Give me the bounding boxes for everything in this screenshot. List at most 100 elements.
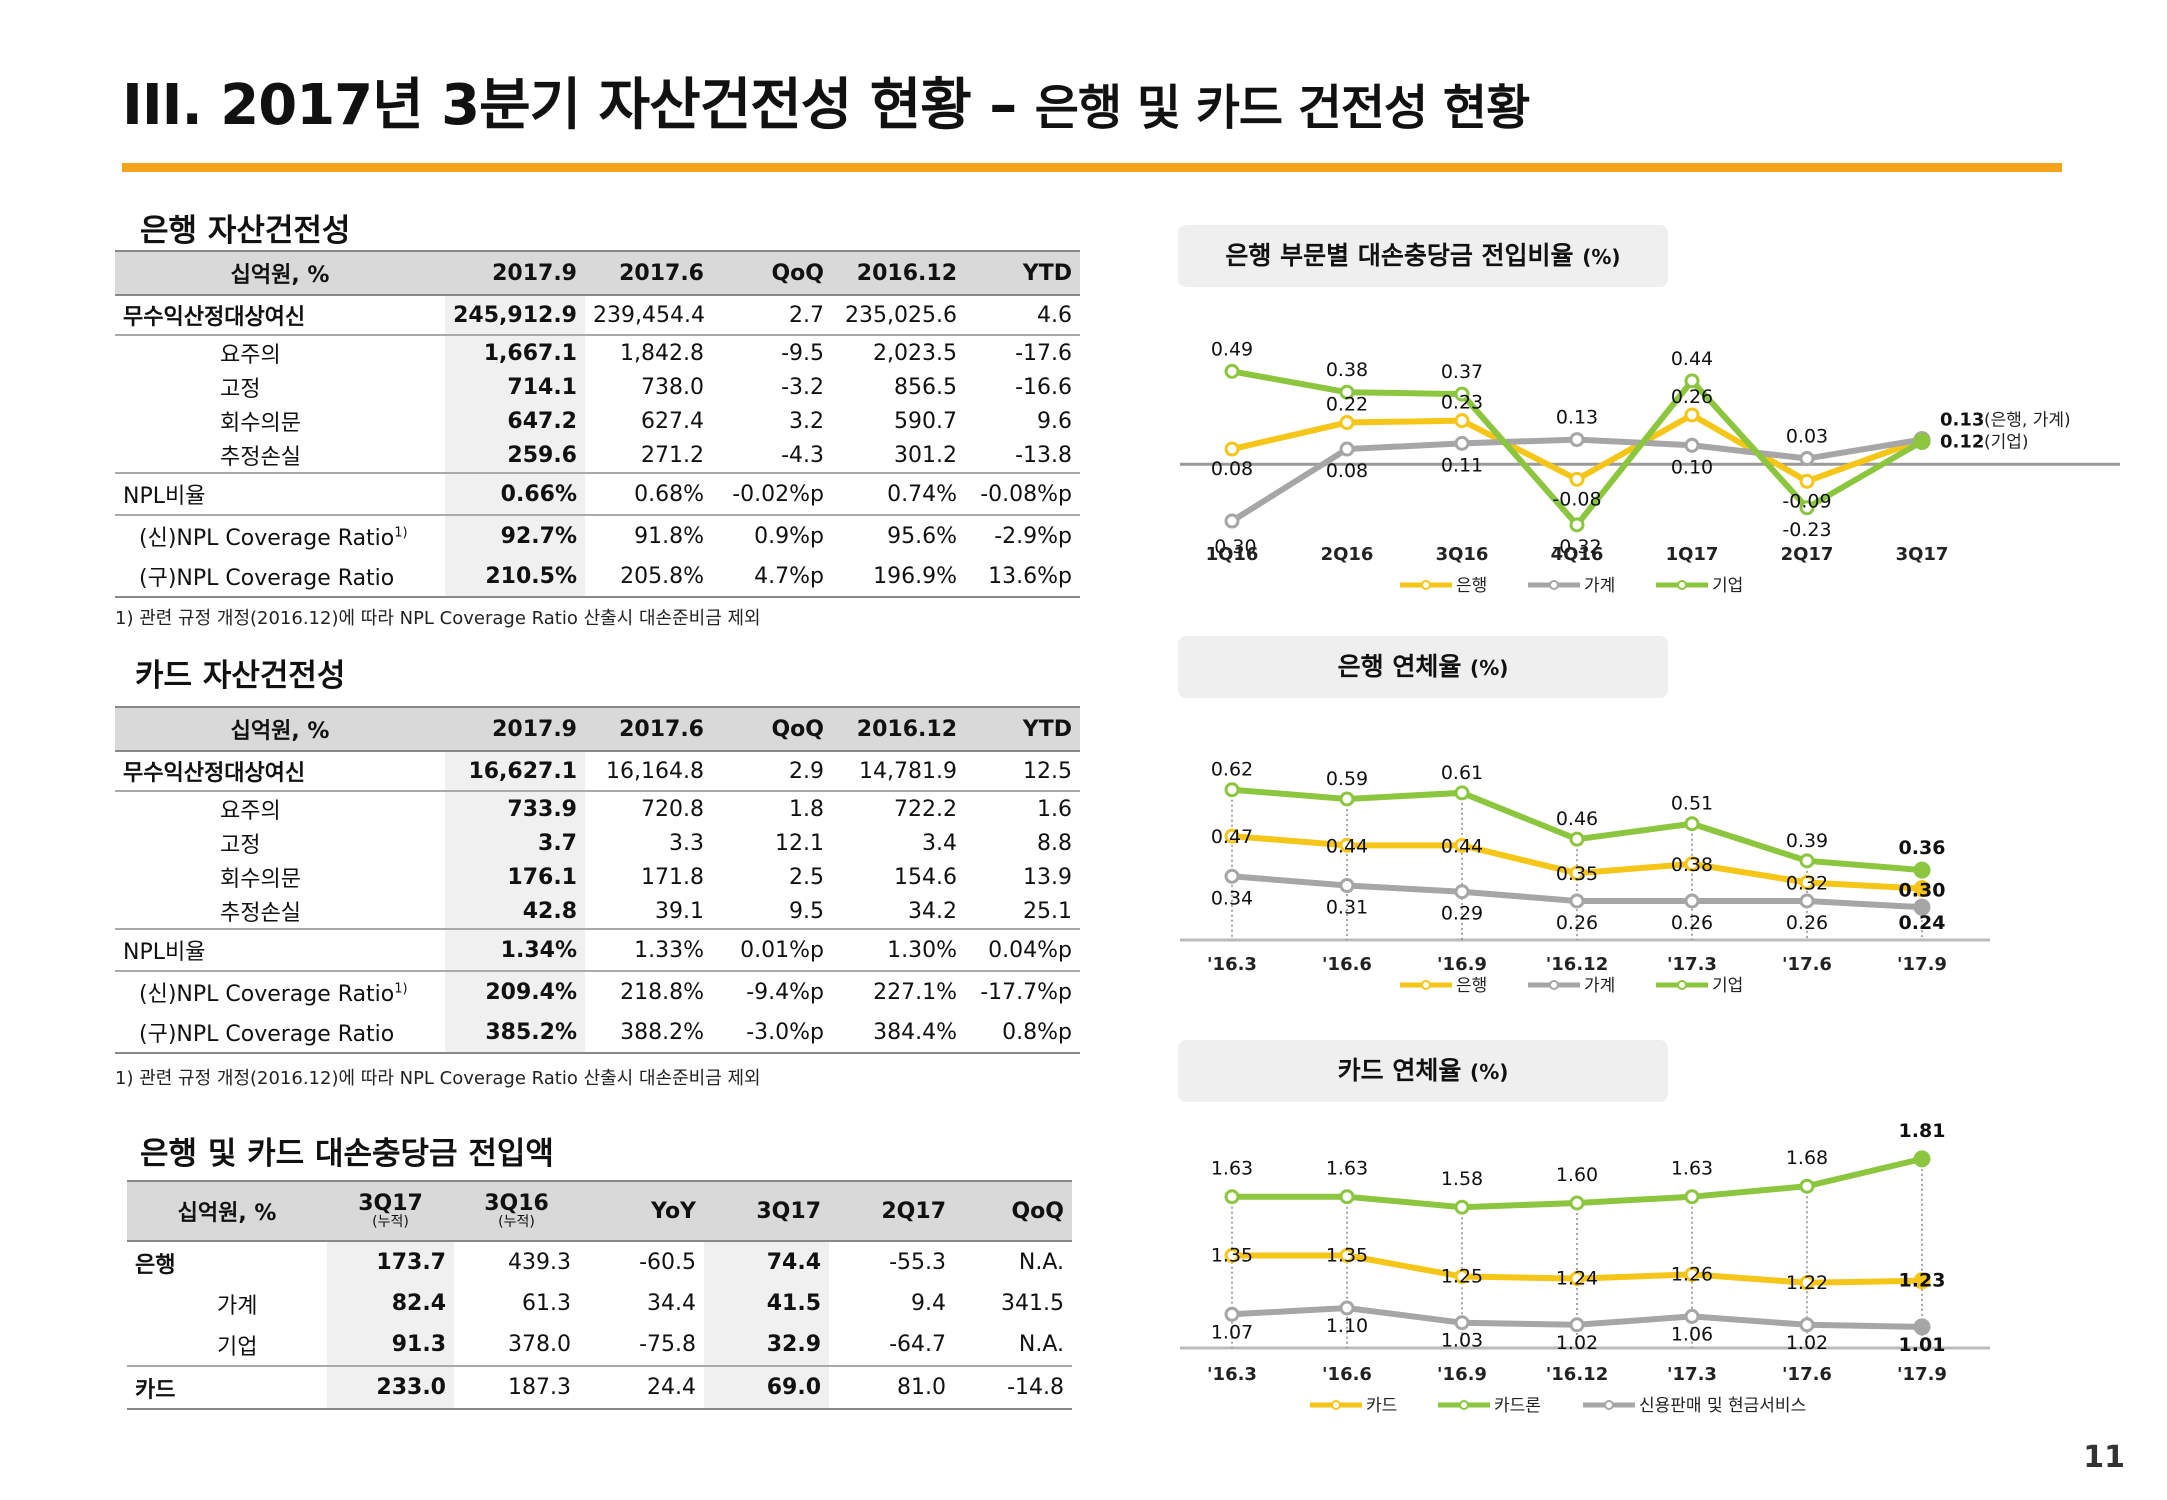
column-header: QoQ [712, 706, 832, 752]
data-point [1569, 831, 1585, 847]
table-cell: 95.6% [887, 523, 957, 549]
data-label: 0.39 [1786, 830, 1828, 852]
table-cell: 13.9 [1023, 864, 1072, 890]
table-cell: 647.2 [445, 404, 585, 438]
data-point [1454, 837, 1470, 853]
table-cell: 154.6 [894, 864, 957, 890]
data-point [1913, 880, 1931, 898]
table-cell: 1,842.8 [620, 340, 704, 366]
table-cell: 69.0 [704, 1366, 829, 1410]
table-cell: 1.8 [789, 796, 824, 822]
table-cell: 16,164.8 [585, 751, 712, 792]
data-point [1569, 517, 1585, 533]
table-cell: -9.5 [781, 340, 824, 366]
legend-label: 가계 [1584, 576, 1615, 596]
table-cell: 39.1 [585, 894, 712, 930]
legend-label: 신용판매 및 현금서비스 [1639, 1396, 1806, 1416]
data-label: -0.08 [1552, 488, 1601, 510]
column-header: YoY [579, 1180, 704, 1242]
table-cell: -2.9%p [994, 523, 1072, 549]
data-label: 1.58 [1441, 1168, 1483, 1190]
data-point [1339, 837, 1355, 853]
data-point [1569, 471, 1585, 487]
data-label: 1.24 [1556, 1268, 1598, 1290]
table-cell: 738.0 [641, 374, 704, 400]
data-label: 0.24 [1899, 912, 1946, 934]
table-cell: 733.9 [445, 791, 585, 826]
data-point [1799, 451, 1815, 467]
table-cell: 74.4 [704, 1241, 829, 1283]
table-cell: 196.9% [832, 556, 965, 598]
data-point [1224, 1189, 1240, 1205]
table-header-row: 십억원, % 2017.9 2017.6 QoQ 2016.12 YTD [115, 250, 1080, 296]
table-cell: 82.4 [327, 1283, 454, 1324]
data-point [1224, 1306, 1240, 1322]
column-header: 2017.6 [585, 706, 712, 752]
data-label: 0.22 [1326, 394, 1368, 416]
table-cell: 378.0 [454, 1324, 579, 1367]
data-point [1339, 441, 1355, 457]
data-label: 0.31 [1326, 897, 1368, 919]
row-label: (구)NPL Coverage Ratio [115, 1012, 445, 1054]
card-delinquency-chart: 1.35 1.35 1.25 1.24 1.26 1.22 1.23 1.63 1.63 1.58… [1180, 1120, 1990, 1416]
row-label: 카드 [127, 1366, 327, 1410]
table-cell: 239,454.4 [585, 295, 712, 336]
x-tick-label: 1Q16 [1206, 544, 1259, 565]
card-footnote: 1) 관련 규정 개정(2016.12)에 따라 NPL Coverage Ra… [115, 1068, 761, 1089]
table-cell: 81.0 [829, 1366, 954, 1410]
table-cell: 91.3 [327, 1324, 454, 1367]
data-point [1454, 435, 1470, 451]
table-cell: 301.2 [832, 438, 965, 474]
row-label: 추정손실 [115, 438, 445, 474]
data-label: 0.26 [1556, 912, 1598, 934]
table-cell: -0.08%p [965, 473, 1080, 516]
column-header: 십억원, % [127, 1180, 327, 1242]
data-point [1684, 893, 1700, 909]
column-header: YTD [965, 706, 1080, 752]
data-point [1339, 878, 1355, 894]
data-point [1569, 1317, 1585, 1333]
data-label: 1.10 [1326, 1315, 1368, 1337]
table-cell: -60.5 [639, 1250, 696, 1275]
row-label: 회수의문 [220, 867, 301, 892]
data-point [1454, 386, 1470, 402]
table-row: NPL비율 1.34% 1.33% 0.01%p 1.30% 0.04%p [115, 929, 1080, 972]
table-cell: 0.9%p [754, 523, 824, 549]
table-cell: 388.2% [585, 1012, 712, 1054]
table-cell: N.A. [954, 1324, 1072, 1367]
chart1-title: 은행 부문별 대손충당금 전입비율 (%) [1178, 225, 1668, 287]
data-point [1339, 1248, 1355, 1263]
data-label: -0.30 [1207, 536, 1256, 558]
table-cell: 187.3 [454, 1366, 579, 1410]
table-row: 회수의문 176.1 171.8 2.5 154.6 13.9 [115, 860, 1080, 894]
table-row: 고정 3.7 3.3 12.1 3.4 8.8 [115, 826, 1080, 860]
table-row: 무수익산정대상여신 245,912.9 239,454.4 2.7 235,025.6 4… [115, 295, 1080, 336]
data-point [1569, 865, 1585, 881]
table-row: 추정손실 259.6 271.2 -4.3 301.2 -13.8 [115, 438, 1080, 474]
table-cell: 259.6 [445, 438, 585, 474]
bank-delinquency-chart: 0.47 0.44 0.44 0.35 0.38 0.32 0.30 0.34 0.31 0.29… [1180, 759, 1990, 996]
table-row: 기업 91.3 378.0 -75.8 32.9 -64.7 N.A. [127, 1324, 1072, 1367]
table-cell: 13.6%p [965, 556, 1080, 598]
data-label: 1.35 [1326, 1245, 1368, 1267]
table-cell: 0.01%p [712, 929, 832, 972]
data-point [1454, 1269, 1470, 1284]
legend-marker [1677, 580, 1687, 590]
data-point [1799, 473, 1815, 489]
row-label: 추정손실 [115, 894, 445, 930]
table-row: (구)NPL Coverage Ratio 210.5% 205.8% 4.7%p 19… [115, 556, 1080, 598]
data-point [1569, 1195, 1585, 1211]
data-label: -0.23 [1782, 519, 1831, 541]
table-cell: 12.5 [965, 751, 1080, 792]
data-point [1454, 413, 1470, 429]
chart3-title-text: 카드 연체율 [1337, 1056, 1462, 1085]
data-label: 1.23 [1899, 1270, 1946, 1292]
data-label: 1.63 [1671, 1158, 1713, 1180]
column-header: 2016.12 [832, 706, 965, 752]
title-main: III. 2017년 3분기 자산건전성 현황 [122, 73, 972, 138]
table-cell: 341.5 [1001, 1291, 1064, 1316]
column-subheader: (누적) [372, 1214, 409, 1231]
data-label: 1.60 [1556, 1164, 1598, 1186]
table-cell: 4.7%p [712, 556, 832, 598]
data-label: 0.26 [1671, 912, 1713, 934]
